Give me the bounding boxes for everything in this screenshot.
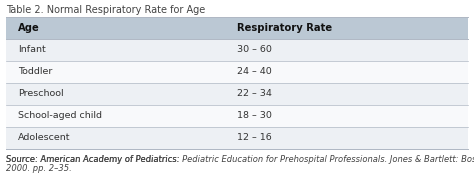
Text: 30 – 60: 30 – 60 xyxy=(237,45,272,54)
Text: Infant: Infant xyxy=(18,45,46,54)
Text: School-aged child: School-aged child xyxy=(18,111,102,120)
Bar xyxy=(6,83,468,105)
Bar xyxy=(6,127,468,149)
Text: 22 – 34: 22 – 34 xyxy=(237,90,272,99)
Text: 12 – 16: 12 – 16 xyxy=(237,134,272,142)
Text: Toddler: Toddler xyxy=(18,68,52,76)
Bar xyxy=(6,39,468,61)
Text: Preschool: Preschool xyxy=(18,90,64,99)
Text: Age: Age xyxy=(18,23,40,33)
Text: Respiratory Rate: Respiratory Rate xyxy=(237,23,332,33)
Bar xyxy=(6,105,468,127)
Text: Table 2. Normal Respiratory Rate for Age: Table 2. Normal Respiratory Rate for Age xyxy=(6,5,205,15)
Text: Source: American Academy of Pediatrics:  Pediatric Education for Prehospital Pro: Source: American Academy of Pediatrics: … xyxy=(6,155,474,164)
Text: Adolescent: Adolescent xyxy=(18,134,70,142)
Text: 24 – 40: 24 – 40 xyxy=(237,68,272,76)
Text: 2000. pp. 2–35.: 2000. pp. 2–35. xyxy=(6,164,72,173)
Bar xyxy=(6,17,468,39)
Bar xyxy=(6,61,468,83)
Text: Source: American Academy of Pediatrics: Pediatric Education for Prehospital Prof: Source: American Academy of Pediatrics: … xyxy=(6,155,474,164)
Text: 18 – 30: 18 – 30 xyxy=(237,111,272,120)
Text: Source: American Academy of Pediatrics:: Source: American Academy of Pediatrics: xyxy=(6,155,182,164)
